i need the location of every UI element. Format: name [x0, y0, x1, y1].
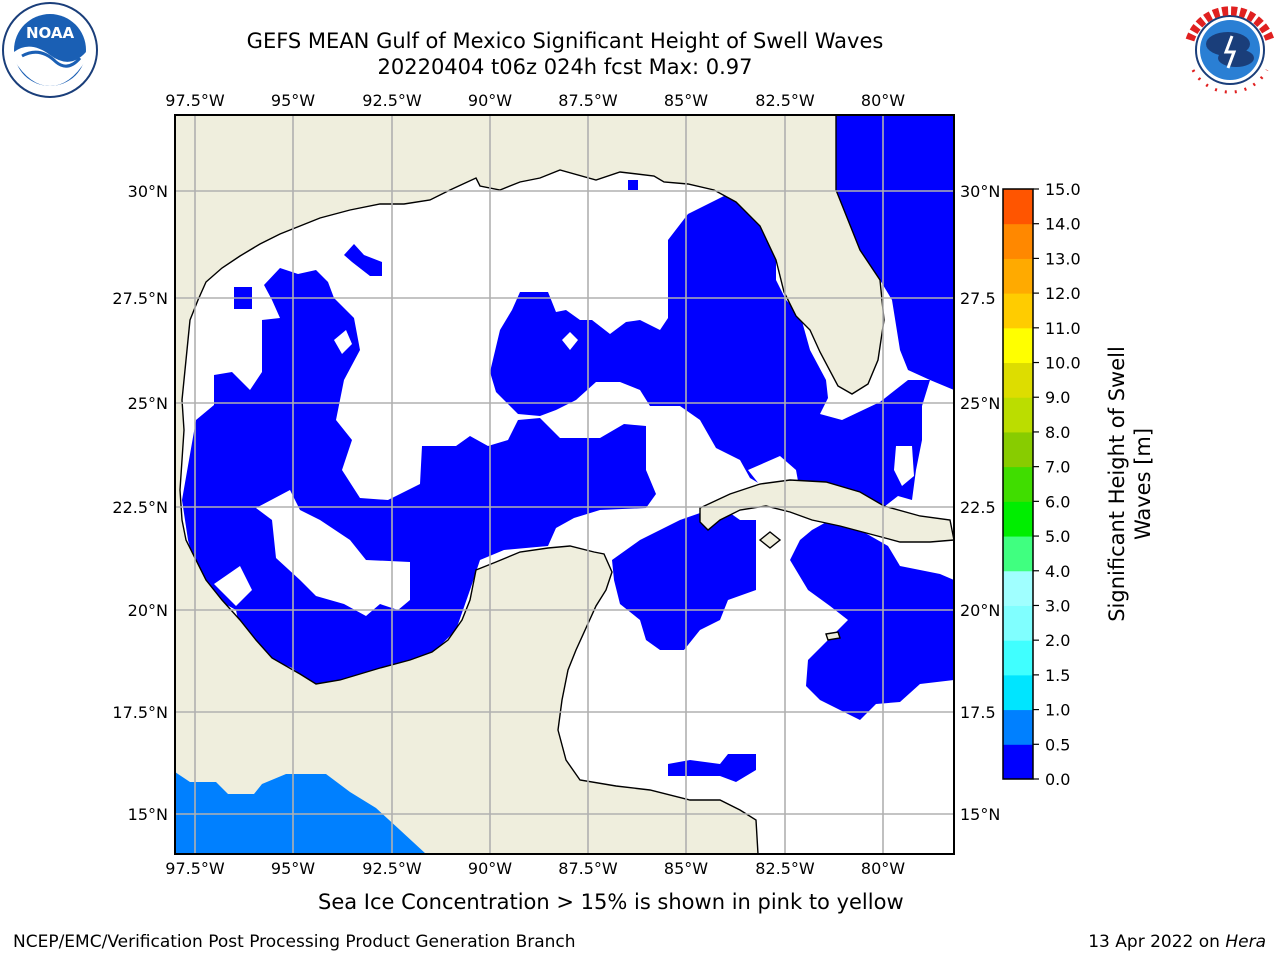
lat-label: 25°N	[128, 394, 168, 413]
lat-label: 17.5°N	[112, 703, 168, 722]
lon-label: 85°W	[664, 859, 708, 878]
colorbar-segment	[1003, 744, 1033, 780]
lat-label: 20°N	[960, 601, 1000, 620]
colorbar-tick-label: 8.0	[1045, 423, 1070, 442]
colorbar-tick-label: 7.0	[1045, 458, 1070, 477]
lat-label: 22.5	[960, 498, 996, 517]
colorbar-tick-label: 12.0	[1045, 284, 1081, 303]
lat-label: 25°N	[960, 394, 1000, 413]
lat-label: 20°N	[128, 601, 168, 620]
colorbar-tick-label: 6.0	[1045, 492, 1070, 511]
colorbar-tick-label: 15.0	[1045, 180, 1081, 199]
lon-label: 87.5°W	[558, 91, 618, 110]
colorbar-tick-label: 0.0	[1045, 770, 1070, 789]
colorbar-tick-label: 1.0	[1045, 701, 1070, 720]
colorbar-tick-label: 5.0	[1045, 527, 1070, 546]
colorbar-segment	[1003, 189, 1033, 225]
lon-labels-bottom: 97.5°W 95°W 92.5°W 90°W 87.5°W 85°W 82.5…	[165, 859, 905, 878]
colorbar-segment	[1003, 501, 1033, 537]
colorbar-ticks: 15.0 14.0 13.0 12.0 11.0 10.0 9.0 8.0 7.0 6.0 5.0 4…	[1033, 180, 1081, 789]
nws-logo	[1183, 3, 1277, 97]
lon-label: 90°W	[468, 859, 512, 878]
colorbar-frame	[1002, 188, 1034, 780]
map-title: GEFS MEAN Gulf of Mexico Significant Hei…	[246, 29, 884, 53]
colorbar-segment	[1003, 674, 1033, 711]
lat-label: 15°N	[128, 805, 168, 824]
lon-label: 80°W	[861, 91, 905, 110]
lon-label: 90°W	[468, 91, 512, 110]
colorbar-tick-label: 3.0	[1045, 596, 1070, 615]
lat-labels-left: 30°N 27.5°N 25°N 22.5°N 20°N 17.5°N 15°N	[112, 182, 168, 824]
lon-label: 95°W	[271, 859, 315, 878]
colorbar	[1003, 189, 1033, 780]
graticule	[175, 115, 954, 854]
lat-label: 22.5°N	[112, 498, 168, 517]
swell-field-low	[182, 115, 954, 782]
lat-label: 15°N	[960, 805, 1000, 824]
footer-credit: NCEP/EMC/Verification Post Processing Pr…	[13, 932, 576, 952]
colorbar-segment	[1003, 397, 1033, 433]
colorbar-segment	[1003, 293, 1033, 329]
swell-field-mid	[175, 772, 426, 854]
lat-label: 17.5	[960, 703, 996, 722]
colorbar-label-line1: Significant Height of Swell	[1105, 346, 1129, 622]
colorbar-segment	[1003, 431, 1033, 468]
colorbar-tick-label: 4.0	[1045, 562, 1070, 581]
lat-label: 30°N	[128, 182, 168, 201]
colorbar-tick-label: 11.0	[1045, 319, 1081, 338]
footer-machine: Hera	[1225, 932, 1266, 952]
colorbar-tick-label: 0.5	[1045, 735, 1070, 754]
sea-ice-note: Sea Ice Concentration > 15% is shown in …	[318, 890, 904, 914]
colorbar-segment	[1003, 536, 1033, 572]
footer-date-text: 13 Apr 2022 on	[1088, 932, 1226, 952]
lon-label: 82.5°W	[755, 859, 815, 878]
colorbar-segment	[1003, 258, 1033, 294]
colorbar-tick-label: 1.5	[1045, 666, 1070, 685]
lat-label: 27.5°N	[112, 289, 168, 308]
colorbar-tick-label: 9.0	[1045, 388, 1070, 407]
noaa-logo: NOAA	[2, 2, 98, 98]
colorbar-segment	[1003, 362, 1033, 398]
lon-label: 80°W	[861, 859, 905, 878]
lon-label: 92.5°W	[362, 859, 422, 878]
map-frame	[174, 114, 955, 855]
lon-label: 92.5°W	[362, 91, 422, 110]
lat-labels-right: 30°N 27.5 25°N 22.5 20°N 17.5 15°N	[960, 182, 1000, 824]
lon-label: 82.5°W	[755, 91, 815, 110]
map-subtitle: 20220404 t06z 024h fcst Max: 0.97	[377, 55, 753, 79]
colorbar-segment	[1003, 223, 1033, 259]
colorbar-segment	[1003, 570, 1033, 606]
colorbar-tick-label: 14.0	[1045, 215, 1081, 234]
colorbar-tick-label: 10.0	[1045, 354, 1081, 373]
lat-label: 30°N	[960, 182, 1000, 201]
lon-label: 87.5°W	[558, 859, 618, 878]
colorbar-label-line2: Waves [m]	[1131, 428, 1155, 540]
lon-label: 85°W	[664, 91, 708, 110]
footer-date: 13 Apr 2022 on Hera	[1088, 932, 1266, 952]
colorbar-segment	[1003, 466, 1033, 502]
lon-label: 97.5°W	[165, 859, 225, 878]
colorbar-segment	[1003, 327, 1033, 364]
svg-text:NOAA: NOAA	[26, 24, 75, 42]
lon-labels-top: 97.5°W 95°W 92.5°W 90°W 87.5°W 85°W 82.5…	[165, 91, 905, 110]
colorbar-label: Significant Height of Swell Waves [m]	[1105, 346, 1155, 622]
colorbar-segment	[1003, 640, 1033, 676]
lon-label: 95°W	[271, 91, 315, 110]
colorbar-segment	[1003, 709, 1033, 745]
lat-label: 27.5	[960, 289, 996, 308]
colorbar-segment	[1003, 605, 1033, 641]
colorbar-tick-label: 2.0	[1045, 631, 1070, 650]
lon-label: 97.5°W	[165, 91, 225, 110]
colorbar-tick-label: 13.0	[1045, 249, 1081, 268]
land	[175, 115, 954, 854]
